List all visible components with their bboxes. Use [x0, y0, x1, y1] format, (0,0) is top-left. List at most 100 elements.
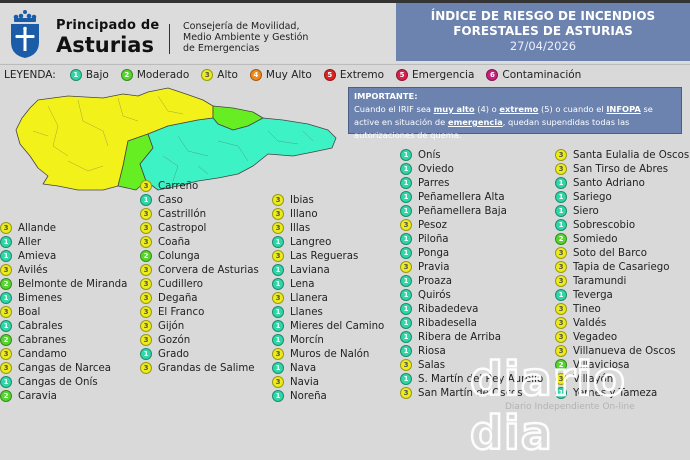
municipality-name: Proaza: [418, 275, 452, 287]
level-badge-icon: 1: [555, 177, 567, 189]
municipality-name: Quirós: [418, 289, 451, 301]
level-badge-icon: 4: [249, 69, 262, 81]
level-badge-icon: 3: [400, 261, 412, 273]
municipality-name: Noreña: [290, 390, 327, 402]
notice-title: IMPORTANTE:: [354, 91, 418, 101]
municipality-row: 3 Carreño: [140, 179, 259, 193]
watermark-subtext: Diario Independiente On-line: [505, 402, 635, 412]
level-badge-icon: 3: [400, 219, 412, 231]
municipality-row: 1 Morcín: [272, 333, 384, 347]
level-badge-icon: 1: [400, 191, 412, 203]
municipality-name: Riosa: [418, 345, 446, 357]
municipality-name: Castropol: [158, 222, 207, 234]
municipality-row: 3 Santa Eulalia de Oscos: [555, 148, 689, 162]
level-badge-icon: 3: [140, 222, 152, 234]
municipality-name: Teverga: [573, 289, 613, 301]
municipality-name: Vegadeo: [573, 331, 618, 343]
level-badge-icon: 3: [140, 306, 152, 318]
municipality-row: 1 Proaza: [400, 274, 543, 288]
legend-item-label: Moderado: [136, 69, 190, 81]
municipality-row: 3 Boal: [0, 305, 127, 319]
asturias-risk-map[interactable]: [8, 86, 342, 191]
municipality-name: Peñamellera Alta: [418, 191, 505, 203]
municipality-row: 3 Tapia de Casariego: [555, 260, 689, 274]
asturias-shield-icon: [11, 10, 39, 58]
level-badge-icon: 1: [140, 194, 152, 206]
municipality-row: 3 Candamo: [0, 347, 127, 361]
municipality-name: Ribadesella: [418, 317, 477, 329]
municipality-row: 3 Villanueva de Oscos: [555, 344, 689, 358]
municipality-row: 1 Teverga: [555, 288, 689, 302]
legend-item-extremo: 5 Extremo: [323, 69, 384, 81]
level-badge-icon: 1: [400, 247, 412, 259]
municipality-name: Llanes: [290, 306, 323, 318]
municipality-name: Mieres del Camino: [290, 320, 385, 332]
municipality-row: 3 Villayón: [555, 372, 689, 386]
municipality-name: Las Regueras: [290, 250, 359, 262]
level-badge-icon: 1: [0, 320, 12, 332]
municipality-row: 3 Grandas de Salime: [140, 361, 259, 375]
municipality-name: Santo Adriano: [573, 177, 645, 189]
level-badge-icon: 1: [272, 390, 284, 402]
important-notice: IMPORTANTE: Cuando el IRIF sea muy alto …: [348, 87, 682, 140]
municipality-name: Lena: [290, 278, 315, 290]
municipality-row: 2 Somiedo: [555, 232, 689, 246]
municipality-column-4: 1 Onís 1 Oviedo 1 Parres 1 Peñamellera Alta …: [400, 148, 543, 400]
municipality-row: 1 Laviana: [272, 263, 384, 277]
municipality-name: Nava: [290, 362, 317, 374]
municipality-name: Aller: [18, 236, 42, 248]
municipality-row: 1 Ribadedeva: [400, 302, 543, 316]
municipality-name: Pesoz: [418, 219, 447, 231]
municipality-row: 1 Riosa: [400, 344, 543, 358]
level-badge-icon: 5: [323, 69, 336, 81]
level-badge-icon: 1: [400, 373, 412, 385]
level-badge-icon: 3: [555, 149, 567, 161]
level-badge-icon: 1: [0, 250, 12, 262]
legend-item-muy-alto: 4 Muy Alto: [249, 69, 312, 81]
level-badge-icon: 3: [555, 345, 567, 357]
level-badge-icon: 1: [400, 205, 412, 217]
level-badge-icon: 6: [486, 69, 499, 81]
level-badge-icon: 3: [140, 292, 152, 304]
municipality-name: Ibias: [290, 194, 314, 206]
municipality-row: 3 Muros de Nalón: [272, 347, 384, 361]
municipality-row: 1 Parres: [400, 176, 543, 190]
level-badge-icon: 1: [400, 331, 412, 343]
level-badge-icon: 2: [555, 233, 567, 245]
municipality-row: 3 Llanera: [272, 291, 384, 305]
municipality-row: 3 Navia: [272, 375, 384, 389]
legend-item-label: Bajo: [85, 69, 109, 81]
level-badge-icon: 3: [400, 387, 412, 399]
municipality-row: 3 Avilés: [0, 263, 127, 277]
legend-item-label: Contaminación: [502, 69, 582, 81]
municipality-row: 1 Mieres del Camino: [272, 319, 384, 333]
level-badge-icon: 1: [272, 264, 284, 276]
legend-item-alto: 3 Alto: [201, 69, 238, 81]
municipality-row: 3 Soto del Barco: [555, 246, 689, 260]
municipality-name: Laviana: [290, 264, 330, 276]
municipality-name: Tapia de Casariego: [573, 261, 670, 273]
level-badge-icon: 1: [555, 191, 567, 203]
municipality-name: Peñamellera Baja: [418, 205, 507, 217]
level-badge-icon: 1: [69, 69, 82, 81]
municipality-name: Cangas de Narcea: [18, 362, 111, 374]
brand-line2: Asturias: [56, 33, 154, 57]
municipality-name: Carreño: [158, 180, 199, 192]
municipality-name: Piloña: [418, 233, 449, 245]
level-badge-icon: 1: [0, 236, 12, 248]
level-badge-icon: 3: [555, 303, 567, 315]
municipality-row: 1 Nava: [272, 361, 384, 375]
legend-item-contaminacion: 6 Contaminación: [486, 69, 581, 81]
municipality-row: 3 Castropol: [140, 221, 259, 235]
municipality-row: 1 Onís: [400, 148, 543, 162]
level-badge-icon: 1: [272, 334, 284, 346]
level-badge-icon: 3: [272, 348, 284, 360]
level-badge-icon: 1: [272, 236, 284, 248]
municipality-row: 2 Belmonte de Miranda: [0, 277, 127, 291]
municipality-name: Caravia: [18, 390, 57, 402]
municipality-column-1: 3 Allande 1 Aller 1 Amieva 3 Avilés 2 Belmont…: [0, 221, 127, 403]
municipality-row: 3 Vegadeo: [555, 330, 689, 344]
level-badge-icon: 1: [400, 149, 412, 161]
municipality-row: 1 Amieva: [0, 249, 127, 263]
municipality-row: 1 Langreo: [272, 235, 384, 249]
